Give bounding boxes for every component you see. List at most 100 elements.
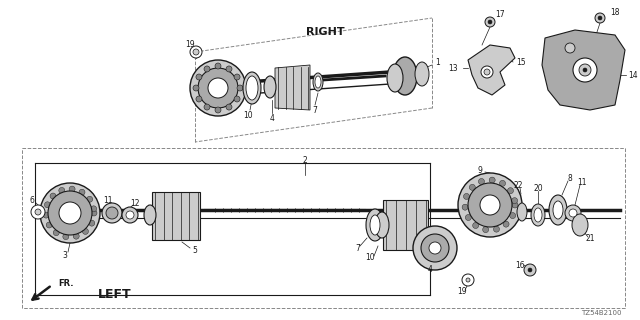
Text: 6: 6 [29,196,35,204]
Circle shape [469,184,476,190]
Circle shape [35,209,41,215]
Text: 7: 7 [312,106,317,115]
Ellipse shape [315,76,321,88]
Circle shape [468,183,512,227]
Text: FR.: FR. [58,278,74,287]
Text: 12: 12 [131,198,140,207]
Circle shape [569,209,577,217]
Circle shape [488,20,492,24]
Ellipse shape [415,62,429,86]
Circle shape [483,227,489,233]
Circle shape [512,202,518,208]
Text: 19: 19 [457,287,467,297]
Circle shape [106,207,118,219]
Ellipse shape [534,208,542,222]
Circle shape [528,268,532,272]
Text: 11: 11 [577,178,587,187]
Ellipse shape [313,73,323,91]
Polygon shape [468,45,515,95]
Text: 17: 17 [495,10,504,19]
Polygon shape [275,65,310,110]
Circle shape [508,188,513,194]
Circle shape [46,222,52,228]
Circle shape [126,211,134,219]
Ellipse shape [387,64,403,92]
Text: 4: 4 [269,114,275,123]
Circle shape [234,74,240,80]
Ellipse shape [549,195,567,225]
Text: 22: 22 [513,180,523,189]
Circle shape [511,198,518,204]
Circle shape [479,179,484,185]
Text: 11: 11 [103,196,113,204]
Text: 3: 3 [63,251,67,260]
Text: 21: 21 [585,234,595,243]
Text: 8: 8 [568,173,572,182]
Text: 10: 10 [365,253,375,262]
Circle shape [458,173,522,237]
Ellipse shape [246,76,258,100]
Circle shape [466,278,470,282]
Circle shape [598,16,602,20]
Circle shape [489,177,495,183]
Circle shape [226,66,232,72]
Circle shape [83,228,88,234]
Circle shape [565,205,581,221]
Circle shape [565,43,575,53]
Circle shape [462,204,468,210]
Ellipse shape [243,72,261,104]
Circle shape [91,210,97,216]
Circle shape [237,85,243,91]
Circle shape [499,180,506,186]
Text: 15: 15 [516,58,525,67]
Ellipse shape [531,204,545,226]
Polygon shape [383,200,428,250]
Circle shape [59,188,65,194]
Circle shape [215,107,221,113]
Ellipse shape [370,215,380,235]
Text: 9: 9 [477,165,483,174]
Circle shape [462,274,474,286]
Circle shape [86,196,93,202]
Circle shape [53,230,60,236]
Ellipse shape [144,205,156,225]
Circle shape [208,78,228,98]
Circle shape [226,104,232,110]
Text: 16: 16 [515,260,525,269]
Text: RIGHT: RIGHT [306,27,344,37]
Circle shape [190,46,202,58]
Ellipse shape [517,203,527,221]
Text: 20: 20 [533,183,543,193]
Ellipse shape [553,201,563,219]
Text: 4: 4 [428,266,433,275]
Circle shape [579,64,591,76]
Text: 2: 2 [303,156,307,164]
Circle shape [204,104,210,110]
Text: 18: 18 [610,7,620,17]
Circle shape [44,202,51,208]
Polygon shape [542,30,625,110]
Circle shape [503,221,509,227]
Circle shape [196,74,202,80]
Ellipse shape [572,214,588,236]
Circle shape [524,264,536,276]
Circle shape [463,194,470,199]
Circle shape [31,205,45,219]
Circle shape [473,222,479,228]
Circle shape [193,85,199,91]
Ellipse shape [264,76,276,98]
Circle shape [429,242,441,254]
Text: 14: 14 [628,70,637,79]
Circle shape [69,186,75,192]
Circle shape [43,212,49,218]
Circle shape [583,68,587,72]
Circle shape [50,193,56,199]
Ellipse shape [375,212,389,238]
Circle shape [79,189,85,195]
Circle shape [198,68,238,108]
Circle shape [102,203,122,223]
Circle shape [493,226,499,232]
Circle shape [595,13,605,23]
Circle shape [91,206,97,212]
Circle shape [122,207,138,223]
